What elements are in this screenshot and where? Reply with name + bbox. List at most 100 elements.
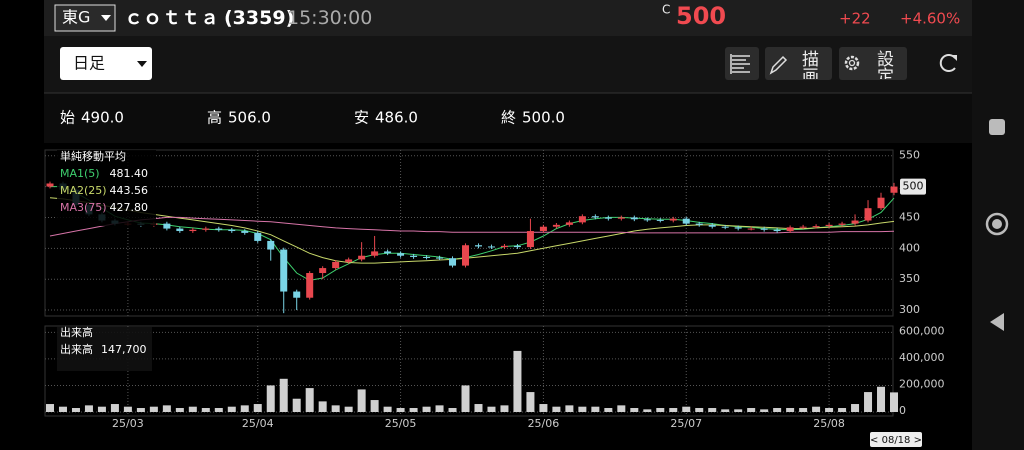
volume-bar bbox=[357, 389, 366, 412]
ma-title: 単純移動平均 bbox=[60, 149, 126, 163]
volume-bar bbox=[136, 408, 145, 412]
ma-line bbox=[49, 216, 895, 237]
volume-tick-label: 200,000 bbox=[899, 377, 945, 390]
y-tick-label: 550 bbox=[899, 149, 920, 162]
volume-bar bbox=[344, 406, 353, 412]
change-pct: +4.60% bbox=[900, 10, 960, 28]
candle-body bbox=[474, 245, 482, 247]
settings-button[interactable] bbox=[839, 47, 907, 80]
candle-body bbox=[462, 245, 470, 266]
candle-body bbox=[864, 208, 872, 221]
ohlc-value: 486.0 bbox=[375, 109, 418, 127]
volume-bar bbox=[812, 406, 821, 412]
volume-bar bbox=[383, 406, 392, 412]
candle-body bbox=[267, 240, 275, 250]
refresh-arrow bbox=[951, 55, 957, 61]
price: 500 bbox=[676, 2, 726, 30]
candle-body bbox=[46, 183, 54, 187]
nav-back[interactable] bbox=[990, 313, 1004, 331]
nav-recent[interactable] bbox=[989, 119, 1005, 135]
candle-body bbox=[617, 217, 625, 219]
indicator-icon bbox=[730, 54, 750, 74]
volume-legend-name: 出来高 bbox=[60, 342, 93, 356]
pencil-icon bbox=[769, 55, 788, 75]
ma-legend-value: 443.56 bbox=[110, 184, 149, 197]
candle-body bbox=[345, 259, 353, 262]
volume-bar bbox=[565, 405, 574, 412]
candle-body bbox=[293, 291, 301, 298]
stock-title: ｃｏｔｔａ (3359) 15:30:00 bbox=[124, 7, 372, 29]
volume-legend-value: 147,700 bbox=[101, 343, 147, 356]
volume-bar bbox=[695, 408, 704, 412]
candle-body bbox=[487, 246, 495, 248]
ohlc-value: 506.0 bbox=[228, 109, 271, 127]
volume-bar bbox=[422, 406, 431, 412]
y-tick-label: 300 bbox=[899, 303, 920, 316]
ma-legend-box bbox=[57, 150, 156, 226]
volume-bar bbox=[474, 404, 483, 412]
gear-center bbox=[848, 59, 856, 67]
grid: 300 350 400 450 500 550 0 200,000 400,000 600,000… bbox=[45, 149, 945, 430]
candle-body bbox=[539, 226, 547, 232]
period-select[interactable] bbox=[60, 47, 152, 80]
volume-bar bbox=[292, 398, 301, 412]
candle-body bbox=[358, 255, 366, 260]
ohlc-value: 490.0 bbox=[81, 109, 124, 127]
candle-body bbox=[604, 217, 612, 219]
candle-body bbox=[163, 223, 171, 229]
volume-bar bbox=[539, 404, 548, 412]
ohlc-name: 始 bbox=[60, 109, 75, 127]
volume-bar bbox=[240, 405, 249, 412]
draw-button[interactable] bbox=[765, 47, 832, 80]
refresh-icon[interactable] bbox=[939, 54, 956, 72]
volume-bar bbox=[435, 405, 444, 412]
volume-bar bbox=[71, 408, 80, 412]
ma-legend-name: MA2(25) bbox=[60, 184, 107, 197]
volume-bar bbox=[500, 405, 509, 412]
volume-bar bbox=[851, 404, 860, 412]
volume-bar bbox=[227, 406, 236, 412]
y-tick-label: 450 bbox=[899, 210, 920, 223]
volume-bar bbox=[487, 406, 496, 412]
price-tag-box bbox=[900, 178, 926, 195]
volume-bar bbox=[97, 406, 106, 412]
x-tick-label: 25/08 bbox=[813, 417, 845, 430]
volume-bar bbox=[877, 386, 886, 412]
volume-bar bbox=[708, 408, 717, 412]
candle-body bbox=[215, 228, 223, 230]
cursor-box bbox=[870, 432, 922, 447]
nav-home[interactable] bbox=[985, 212, 1009, 236]
stock-code: (3359) bbox=[224, 7, 294, 29]
volume-legend: 出来高 147,700 bbox=[60, 342, 147, 356]
candle-body bbox=[721, 226, 729, 228]
candle-body bbox=[656, 219, 664, 221]
candle-body bbox=[332, 261, 340, 269]
candle-body bbox=[578, 216, 586, 223]
candle-body bbox=[228, 229, 236, 232]
candle-body bbox=[176, 228, 184, 232]
volume-bar bbox=[409, 408, 418, 412]
volume-bar bbox=[552, 406, 561, 412]
volume-bar bbox=[513, 350, 522, 412]
dropdown-arrow bbox=[137, 61, 147, 67]
ma-line bbox=[50, 186, 895, 281]
candle-body bbox=[591, 216, 599, 218]
volume-bar bbox=[396, 408, 405, 412]
candle-body bbox=[319, 268, 327, 274]
x-tick-label: 25/03 bbox=[112, 417, 144, 430]
volume-bar bbox=[669, 408, 678, 412]
volume-bar bbox=[318, 401, 327, 412]
candle-body bbox=[695, 223, 703, 225]
volume-bar bbox=[175, 408, 184, 412]
gear-icon bbox=[844, 55, 860, 71]
candle-body bbox=[773, 229, 781, 232]
volume-bar bbox=[721, 409, 730, 412]
candle-body bbox=[397, 253, 405, 256]
candle-body bbox=[436, 257, 444, 259]
volume-bar bbox=[214, 408, 223, 412]
candle-body bbox=[643, 219, 651, 221]
candle-body bbox=[890, 186, 898, 193]
volume-bar bbox=[253, 404, 262, 412]
volume-bar bbox=[578, 406, 587, 412]
period: 日足 bbox=[73, 54, 105, 73]
